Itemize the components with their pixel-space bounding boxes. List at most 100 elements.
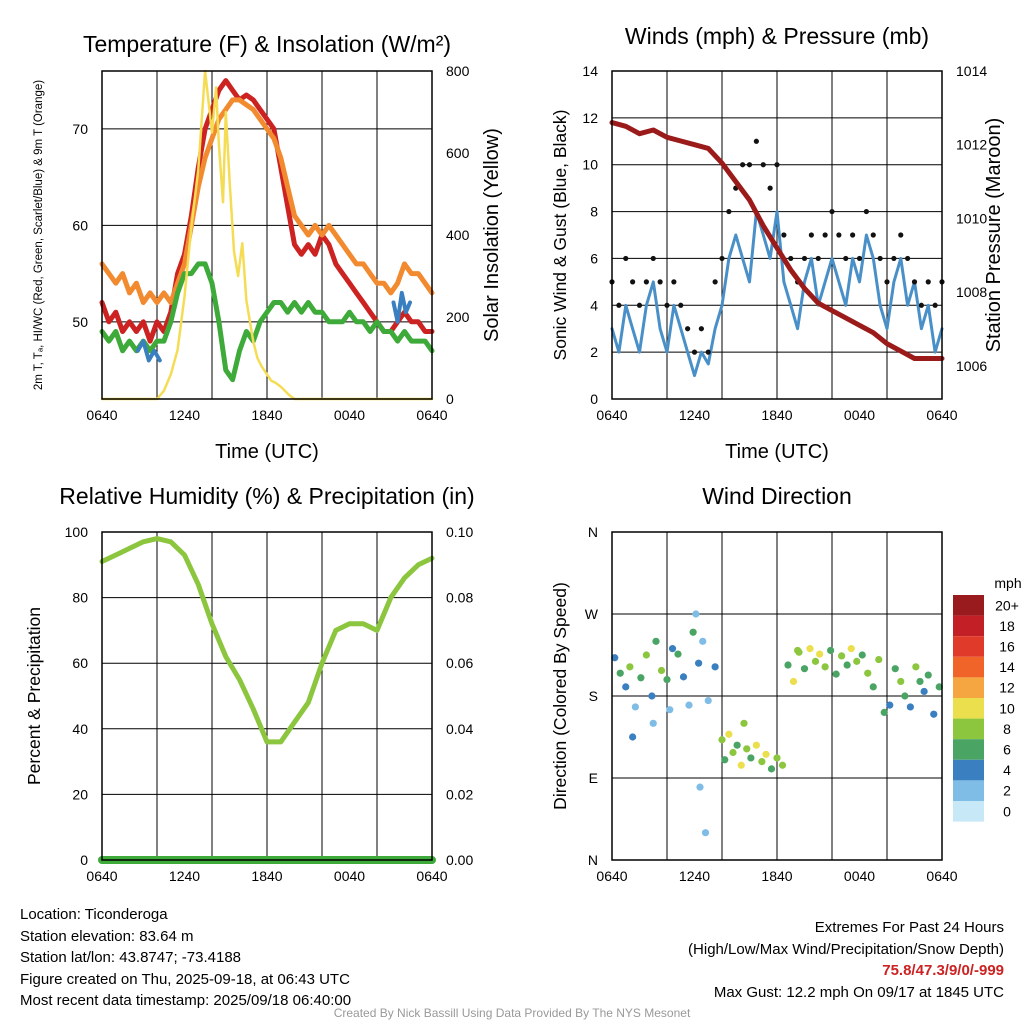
y-tick-label: 0 (80, 852, 88, 868)
direction-point (869, 683, 877, 691)
direction-point (629, 733, 637, 741)
legend-swatch (953, 698, 984, 719)
direction-point (747, 754, 755, 762)
direction-point (679, 673, 688, 681)
gust-point (815, 255, 821, 262)
x-tick-labels: 0640 1240 1840 0040 0640 (86, 407, 447, 423)
direction-point (864, 669, 872, 677)
direction-point (695, 659, 703, 667)
x-tick-label: 0040 (844, 407, 875, 423)
direction-point (838, 652, 846, 660)
plot-frame (611, 70, 943, 400)
direction-point (916, 677, 924, 686)
x-tick-label: 0640 (596, 407, 627, 423)
direction-point (935, 683, 943, 691)
chart-title: Temperature (F) & Insolation (W/m²) (83, 31, 451, 57)
direction-point (794, 646, 802, 655)
chart-title: Winds (mph) & Pressure (mb) (625, 23, 929, 49)
gust-point (705, 349, 711, 355)
x-tick-labels: 0640 1240 1840 0040 0640 (596, 407, 957, 423)
x-tick-label: 0640 (416, 407, 447, 423)
y2-tick-label: 1010 (956, 210, 987, 226)
legend-swatch (953, 636, 984, 657)
y-tick-labels: 50 60 70 (72, 121, 88, 330)
series-line-3 (99, 261, 435, 383)
gust-point (691, 349, 698, 355)
direction-point (649, 719, 657, 727)
direction-point (711, 663, 719, 671)
direction-point (666, 706, 674, 714)
legend-label: 16 (999, 639, 1015, 655)
y2-tick-labels: 1006 1008 1010 1012 1014 (956, 63, 987, 374)
gust-point (678, 302, 684, 308)
gust-point (636, 302, 643, 308)
direction-point (725, 730, 733, 738)
gust-point (657, 279, 663, 285)
y-axis-label: 2m T, Tₐ, HI/WC (Red, Green, Scarlet/Blu… (33, 80, 45, 390)
x-tick-label: 1840 (251, 407, 282, 423)
direction-point (880, 708, 888, 717)
y-tick-label: 2 (590, 344, 598, 360)
gust-point (712, 279, 718, 285)
y2-tick-label: 200 (446, 309, 470, 325)
extremes-title: Extremes For Past 24 Hours (814, 919, 1004, 936)
panel-3: 0640 1240 1840 0040 06400204060801000.000.02… (24, 483, 475, 884)
plot-frame (101, 70, 433, 400)
gust-point (753, 138, 759, 144)
y-tick-label: 80 (72, 590, 88, 606)
legend-label: 4 (1003, 762, 1011, 778)
legend-label: 8 (1003, 721, 1011, 737)
x-tick-label: 0040 (334, 868, 365, 884)
gust-point (850, 232, 856, 238)
direction-point (891, 665, 899, 673)
direction-point (816, 650, 824, 658)
station-elevation: Station elevation: 83.64 m (20, 927, 194, 945)
panel-1: 0640 1240 1840 0040 0640 50 60 70 0 200 400 600 800 T… (33, 31, 503, 463)
direction-point (930, 710, 938, 718)
gust-point (911, 279, 918, 285)
y-tick-label: W (585, 606, 599, 622)
station-latlon: Station lat/lon: 43.8747; -73.4188 (20, 949, 242, 966)
direction-point (674, 650, 682, 658)
extremes-info: Extremes For Past 24 Hours (High/Low/Max… (688, 917, 1004, 1003)
y2-tick-label: 800 (446, 63, 470, 79)
gust-point (884, 279, 890, 285)
direction-point (642, 651, 650, 659)
direction-point (626, 663, 634, 671)
station-info: Location: Ticonderoga Station elevation:… (20, 904, 351, 1012)
gust-point (863, 208, 869, 215)
max-gust: Max Gust: 12.2 mph On 09/17 at 1845 UTC (713, 983, 1004, 1001)
direction-point (784, 661, 792, 669)
x-axis-label: Time (UTC) (215, 441, 319, 463)
speed-legend: mph 20+ 18 16 14 12 10 8 6 4 2 0 (953, 575, 1022, 822)
direction-point (901, 692, 909, 700)
legend-label: 10 (999, 700, 1015, 716)
gust-point (726, 208, 732, 215)
y-tick-label: N (588, 524, 598, 540)
series-line-3 (609, 120, 945, 361)
gust-point (836, 232, 842, 238)
gust-point (630, 279, 636, 285)
direction-point (778, 761, 787, 769)
legend-label: 6 (1003, 742, 1011, 758)
gust-point (616, 302, 622, 308)
direction-point (689, 628, 697, 636)
legend-label: 12 (999, 680, 1015, 696)
y-tick-label: 20 (72, 786, 88, 802)
x-tick-label: 0040 (334, 407, 365, 423)
y-axis-label: Percent & Precipitation (24, 607, 44, 785)
gust-point (898, 232, 904, 238)
direction-point (699, 637, 707, 645)
x-tick-label: 0040 (844, 868, 875, 884)
y2-axis-label: Station Pressure (Maroon) (983, 118, 1005, 353)
y2-tick-label: 1014 (956, 63, 987, 79)
y2-tick-label: 0.08 (446, 590, 473, 606)
gust-point (829, 208, 835, 215)
y-tick-label: 8 (590, 204, 598, 220)
legend-swatch (953, 615, 984, 637)
y2-tick-label: 0 (446, 391, 454, 407)
y-tick-label: 4 (590, 297, 598, 313)
y-tick-label: E (589, 770, 598, 786)
direction-point (847, 645, 855, 653)
recent-timestamp: Most recent data timestamp: 2025/09/18 0… (20, 992, 352, 1009)
